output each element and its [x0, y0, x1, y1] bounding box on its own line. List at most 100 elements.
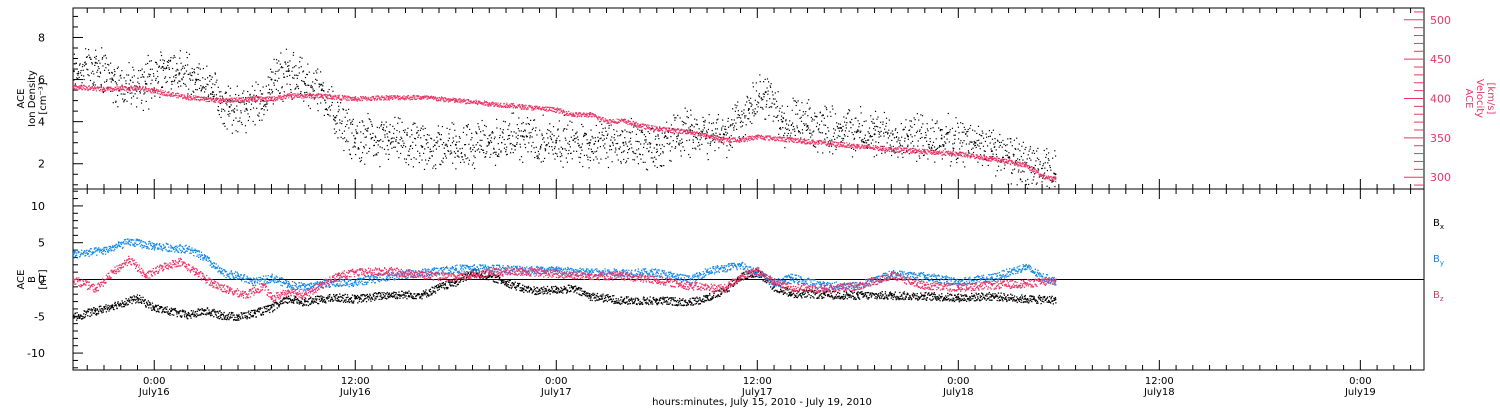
scatter-dot: [360, 131, 362, 133]
scatter-dot: [120, 88, 122, 90]
scatter-dot: [397, 96, 399, 98]
scatter-dot: [972, 129, 974, 131]
scatter-dot: [693, 135, 695, 138]
scatter-dot: [734, 110, 736, 112]
scatter-dot: [696, 132, 698, 134]
scatter-dot: [233, 110, 235, 113]
scatter-dot: [991, 132, 993, 134]
scatter-dot: [311, 86, 313, 89]
scatter-dot: [1010, 138, 1012, 140]
scatter-dot: [88, 75, 90, 77]
scatter-dot: [622, 130, 624, 133]
scatter-dot: [78, 85, 80, 88]
scatter-dot: [322, 95, 324, 97]
scatter-dot: [275, 88, 277, 90]
scatter-dot: [954, 138, 956, 140]
scatter-dot: [464, 155, 466, 157]
scatter-dot: [872, 139, 874, 141]
scatter-dot: [237, 99, 239, 101]
scatter-dot: [935, 138, 937, 140]
scatter-dot: [306, 94, 308, 96]
scatter-dot: [809, 143, 811, 145]
scatter-dot: [766, 78, 769, 80]
scatter-dot: [592, 152, 594, 154]
scatter-dot: [307, 93, 309, 95]
scatter-dot: [749, 102, 751, 104]
scatter-dot: [718, 141, 720, 143]
scatter-dot: [918, 119, 920, 121]
scatter-dot: [809, 141, 811, 143]
scatter-dot: [336, 97, 338, 99]
scatter-dot: [701, 143, 703, 146]
scatter-dot: [514, 106, 517, 109]
scatter-dot: [712, 122, 715, 124]
scatter-dot: [751, 112, 754, 114]
scatter-dot: [183, 73, 185, 75]
scatter-dot: [726, 132, 729, 134]
scatter-dot: [109, 87, 111, 89]
scatter-dot: [104, 89, 106, 91]
scatter-dot: [705, 130, 708, 132]
scatter-dot: [733, 127, 735, 129]
scatter-dot: [351, 157, 353, 160]
scatter-dot: [684, 130, 687, 132]
y2-tick-label: 300: [1430, 171, 1451, 184]
scatter-dot: [375, 153, 377, 155]
scatter-dot: [749, 135, 752, 138]
scatter-dot: [773, 115, 775, 118]
scatter-dot: [396, 129, 398, 132]
scatter-dot: [889, 144, 891, 146]
scatter-dot: [426, 95, 429, 97]
scatter-dot: [260, 100, 262, 103]
scatter-dot: [268, 96, 270, 98]
scatter-dot: [807, 127, 810, 129]
scatter-dot: [900, 122, 902, 125]
scatter-dot: [616, 122, 618, 125]
scatter-dot: [458, 136, 461, 138]
scatter-dot: [288, 93, 290, 95]
scatter-dot: [355, 99, 357, 101]
scatter-dot: [188, 73, 190, 75]
scatter-dot: [437, 99, 440, 101]
scatter-dot: [438, 133, 441, 136]
scatter-dot: [494, 104, 496, 107]
scatter-dot: [479, 139, 481, 141]
scatter-dot: [974, 145, 976, 147]
scatter-dot: [218, 100, 220, 102]
scatter-dot: [604, 120, 606, 122]
scatter-dot: [682, 131, 684, 133]
scatter-dot: [583, 154, 586, 157]
scatter-dot: [99, 72, 102, 74]
scatter-dot: [536, 155, 538, 157]
scatter-dot: [583, 112, 585, 114]
scatter-dot: [1049, 166, 1051, 169]
scatter-dot: [488, 103, 491, 105]
scatter-dot: [664, 127, 667, 129]
scatter-dot: [493, 147, 495, 150]
scatter-dot: [769, 136, 772, 138]
scatter-dot: [522, 130, 525, 133]
scatter-dot: [706, 133, 708, 135]
scatter-dot: [703, 133, 705, 135]
scatter-dot: [92, 83, 94, 85]
scatter-dot: [399, 139, 401, 141]
scatter-dot: [597, 147, 599, 149]
scatter-dot: [1036, 157, 1039, 159]
scatter-dot: [569, 120, 571, 122]
scatter-dot: [841, 137, 843, 140]
scatter-dot: [193, 91, 195, 93]
scatter-dot: [77, 74, 79, 76]
scatter-dot: [611, 120, 613, 122]
scatter-dot: [494, 136, 496, 138]
scatter-dot: [301, 94, 304, 96]
scatter-dot: [77, 72, 80, 75]
scatter-dot: [707, 135, 710, 137]
scatter-dot: [278, 69, 280, 71]
scatter-dot: [458, 98, 460, 100]
scatter-dot: [300, 93, 302, 95]
scatter-dot: [443, 147, 445, 149]
scatter-dot: [684, 122, 686, 124]
scatter-dot: [802, 139, 804, 141]
scatter-dot: [699, 135, 702, 137]
scatter-dot: [404, 129, 406, 131]
